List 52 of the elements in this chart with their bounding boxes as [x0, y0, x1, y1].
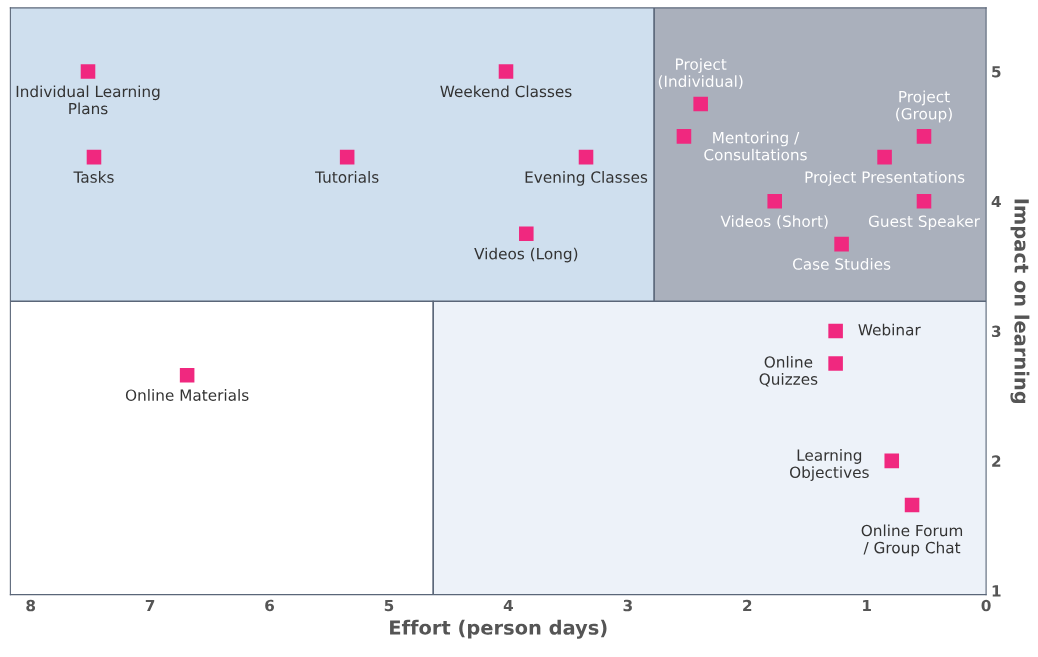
point	[693, 96, 708, 112]
data-label: Weekend Classes	[440, 85, 572, 98]
point	[828, 356, 843, 371]
data-label: Project Presentations	[805, 171, 965, 186]
data-label: Evening Classes	[525, 171, 648, 186]
data-label: Online Quizzes	[759, 355, 818, 387]
x-tick-label: 2	[743, 599, 752, 612]
point	[80, 64, 96, 79]
x-tick-label: 4	[503, 599, 513, 612]
data-label: Tutorials	[315, 171, 379, 183]
y-tick-label: 5	[992, 66, 1001, 78]
data-label: Online Forum / Group Chat	[861, 524, 963, 557]
x-tick-label: 7	[145, 599, 155, 612]
y-tick-label: 4	[991, 195, 1001, 208]
x-tick-label: 3	[623, 599, 632, 612]
data-label: Mentoring / Consultations	[704, 131, 807, 161]
x-tick-label: 6	[265, 599, 275, 612]
point	[676, 129, 692, 144]
point	[828, 323, 843, 339]
point	[519, 226, 534, 242]
point	[179, 367, 195, 383]
point	[916, 194, 932, 209]
y-tick-label: 2	[992, 455, 1001, 467]
point	[767, 194, 782, 209]
point	[578, 149, 594, 165]
data-label: Project (Individual)	[658, 58, 743, 89]
data-label: Individual Learning Plans	[16, 85, 160, 115]
point	[834, 236, 849, 252]
point	[916, 129, 932, 144]
data-label: Online Materials	[125, 389, 249, 401]
data-label: Project (Group)	[896, 90, 952, 123]
point	[884, 453, 900, 469]
data-label: Guest Speaker	[868, 215, 980, 230]
y-tick-label: 1	[992, 585, 1001, 597]
data-label: Videos (Long)	[474, 247, 578, 263]
x-tick-label: 8	[26, 599, 36, 612]
y-axis-title: Impact on learning	[1010, 199, 1030, 404]
point	[904, 497, 920, 513]
data-label: Webinar	[858, 323, 921, 336]
point	[498, 64, 514, 79]
data-label: Case Studies	[792, 258, 891, 270]
point	[877, 149, 892, 165]
point	[86, 149, 102, 165]
x-tick-label: 1	[863, 599, 871, 612]
data-label: Videos (Short)	[720, 215, 828, 229]
data-label: Tasks	[73, 171, 114, 183]
data-label: Learning Objectives	[789, 449, 869, 481]
point	[339, 149, 355, 165]
y-tick-label: 3	[991, 325, 1001, 338]
x-axis-title: Effort (person days)	[390, 619, 607, 639]
x-tick-label: 5	[384, 599, 394, 612]
x-tick-label: 0	[981, 599, 991, 612]
